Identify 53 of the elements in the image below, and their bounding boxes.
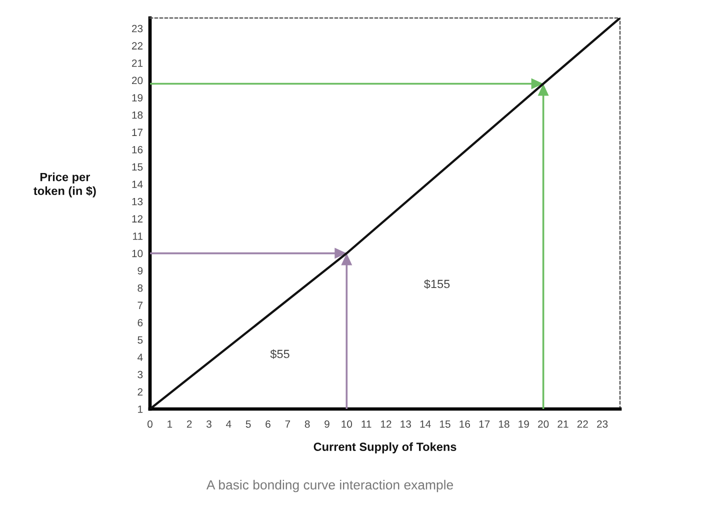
- y-tick-label: 14: [132, 180, 143, 188]
- y-tick-label: 12: [132, 215, 143, 222]
- y-tick-label: 21: [132, 59, 143, 67]
- y-tick-label: 15: [132, 163, 143, 171]
- y-tick-label: 5: [138, 336, 143, 344]
- x-tick-label: 13: [400, 420, 411, 428]
- y-tick-label: 1: [138, 406, 143, 413]
- x-tick-label: 21: [558, 420, 568, 428]
- y-tick-label: 22: [132, 42, 143, 50]
- annotation: $155: [424, 279, 450, 289]
- x-tick-label: 4: [226, 420, 232, 428]
- x-tick-label: 20: [538, 420, 549, 428]
- y-tick-label: 2: [138, 388, 143, 396]
- y-tick-label: 4: [138, 354, 143, 361]
- y-axis-title: Price per token (in $): [34, 172, 96, 198]
- x-tick-label: 14: [420, 420, 431, 428]
- y-tick-label: 7: [138, 302, 143, 309]
- x-tick-label: 11: [362, 420, 372, 428]
- x-tick-label: 3: [206, 420, 212, 428]
- x-tick-label: 22: [577, 420, 588, 428]
- y-tick-label: 19: [132, 94, 143, 102]
- x-tick-label: 18: [498, 420, 510, 428]
- x-tick-label: 1: [168, 420, 172, 428]
- x-tick-label: 7: [285, 420, 290, 428]
- y-tick-label: 16: [132, 146, 143, 154]
- x-tick-label: 15: [440, 420, 450, 428]
- y-tick-label: 18: [132, 111, 143, 119]
- text: A basic bonding curve interaction example: [206, 480, 454, 492]
- x-tick-label: 2: [186, 420, 192, 428]
- x-tick-label: 16: [460, 420, 470, 428]
- line-series: [150, 18, 620, 409]
- y-tick-label: 23: [132, 24, 143, 32]
- x-tick-label: 10: [342, 420, 352, 428]
- x-tick-label: 6: [266, 420, 270, 428]
- y-tick-label: 11: [133, 232, 143, 240]
- y-tick-label: 8: [138, 284, 143, 292]
- x-tick-label: 19: [518, 420, 529, 428]
- annotation: $55: [270, 349, 290, 359]
- x-tick-label: 17: [479, 420, 490, 428]
- x-tick-label: 23: [597, 420, 608, 428]
- y-tick-label: 9: [138, 267, 143, 274]
- x-tick-label: 9: [324, 420, 330, 428]
- x-tick-label: 5: [246, 420, 251, 428]
- y-tick-label: 10: [132, 250, 143, 258]
- y-tick-label: 13: [132, 198, 143, 206]
- x-tick-label: 12: [380, 420, 392, 428]
- x-tick-label: 0: [148, 420, 152, 428]
- x-axis-title: Current Supply of Tokens: [314, 442, 456, 454]
- x-tick-label: 8: [304, 420, 310, 428]
- y-tick-label: 20: [132, 76, 143, 84]
- y-tick-label: 3: [138, 370, 143, 378]
- y-tick-label: 6: [138, 318, 143, 326]
- y-tick-label: 17: [132, 128, 143, 136]
